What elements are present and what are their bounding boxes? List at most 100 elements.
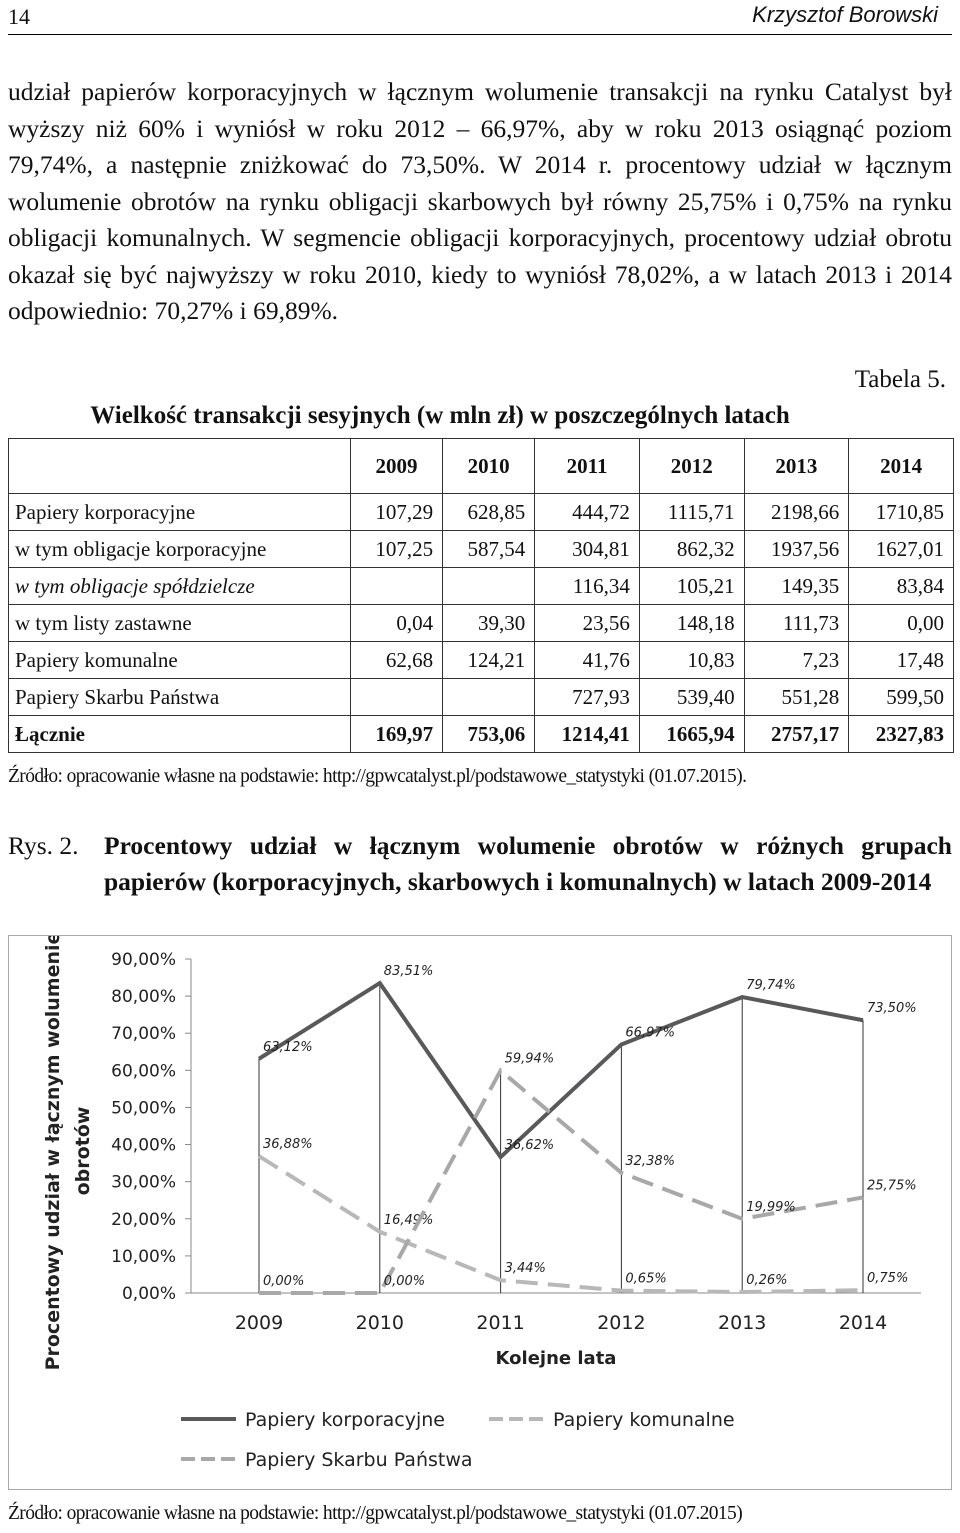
table-cell: 1710,85	[848, 493, 954, 531]
table-cell	[349, 678, 444, 716]
table-cell: 1115,71	[638, 493, 745, 531]
y-axis-title: Procentowy udział w łącznym wolumenie	[42, 935, 64, 1370]
figure-source: Źródło: opracowanie własne na podstawie:…	[8, 1503, 743, 1524]
y-axis-title: obrotów	[72, 1107, 94, 1196]
author: Krzysztof Borowski	[752, 2, 938, 27]
header-cell: 2014	[848, 438, 954, 494]
table-cell: 444,72	[534, 493, 640, 531]
table-cell: 539,40	[638, 678, 745, 716]
row-label: Papiery komunalne	[8, 641, 351, 679]
y-tick-label: 10,00%	[111, 1247, 176, 1267]
legend-label: Papiery Skarbu Państwa	[245, 1449, 473, 1471]
y-tick-label: 70,00%	[111, 1024, 176, 1044]
series-line	[257, 1154, 864, 1295]
table-cell: 124,21	[442, 641, 536, 679]
table-cell	[442, 567, 536, 605]
data-label: 83,51%	[384, 964, 434, 979]
table-cell: 304,81	[534, 530, 640, 568]
table-cell: 599,50	[848, 678, 954, 716]
page-number: 14	[8, 4, 30, 29]
figure-title: Procentowy udział w łącznym wolumenie ob…	[104, 831, 952, 896]
header-cell: 2009	[349, 438, 444, 494]
table-row: w tym obligacje spółdzielcze 116,34 105,21…	[8, 567, 954, 605]
y-tick-label: 30,00%	[111, 1173, 176, 1193]
table-row: Papiery Skarbu Państwa 727,93 539,40 551,28…	[8, 678, 954, 716]
table-label: Tabela 5.	[854, 366, 946, 393]
table-cell: 107,25	[349, 530, 444, 568]
data-label: 73,50%	[867, 1001, 917, 1016]
chart: 0,00% 10,00% 20,00% 30,00% 40,00% 50,00% 60,00…	[8, 935, 952, 1490]
table-cell: 23,56	[534, 604, 640, 642]
data-label: 36,88%	[263, 1137, 313, 1152]
table: 2009 2010 2011 2012 2013 2014 Papiery korporac…	[8, 438, 954, 753]
table-cell: 62,68	[349, 641, 444, 679]
x-tick-label: 2011	[476, 1312, 524, 1334]
row-label: Łącznie	[8, 715, 351, 753]
table-cell: 0,00	[848, 604, 954, 642]
table-row: w tym obligacje korporacyjne 107,25 587,54…	[8, 530, 954, 568]
table-cell: 39,30	[442, 604, 536, 642]
table-cell: 753,06	[442, 715, 536, 753]
x-tick-label: 2012	[597, 1312, 645, 1334]
data-label: 25,75%	[867, 1178, 917, 1193]
table-cell	[349, 567, 444, 605]
data-label: 19,99%	[746, 1200, 796, 1215]
data-label: 0,00%	[384, 1274, 425, 1289]
page-header: 14 Krzysztof Borowski	[8, 0, 952, 35]
table-cell: 41,76	[534, 641, 640, 679]
table-row: Łącznie 169,97 753,06 1214,41 1665,94 2757,17…	[8, 715, 954, 753]
figure-caption: Rys. 2. Procentowy udział w łącznym wolu…	[8, 828, 952, 900]
x-axis-title: Kolejne lata	[496, 1348, 617, 1369]
data-label: 59,94%	[505, 1052, 555, 1067]
table-cell: 7,23	[743, 641, 850, 679]
table-cell	[442, 678, 536, 716]
table-cell: 1627,01	[848, 530, 954, 568]
table-cell: 148,18	[638, 604, 745, 642]
data-label: 36,62%	[505, 1138, 555, 1153]
row-label: w tym obligacje spółdzielcze	[8, 567, 351, 605]
header-row: 2009 2010 2011 2012 2013 2014	[8, 438, 954, 494]
row-label: Papiery korporacyjne	[8, 493, 351, 531]
header-cell: 2012	[638, 438, 745, 494]
data-label: 79,74%	[746, 978, 796, 993]
table-cell: 628,85	[442, 493, 536, 531]
table-cell: 2757,17	[743, 715, 850, 753]
series-line	[257, 980, 864, 1161]
x-tick-label: 2009	[235, 1312, 283, 1334]
x-tick-label: 2010	[356, 1312, 404, 1334]
data-label: 16,49%	[384, 1213, 434, 1228]
data-label: 0,26%	[746, 1273, 787, 1288]
table-cell: 149,35	[743, 567, 850, 605]
table-cell: 2198,66	[743, 493, 850, 531]
table-source: Źródło: opracowanie własne na podstawie:…	[8, 766, 747, 787]
table-row: Papiery korporacyjne 107,29 628,85 444,72 11…	[8, 493, 954, 531]
data-label: 32,38%	[625, 1154, 675, 1169]
y-tick-label: 80,00%	[111, 987, 176, 1007]
table-cell: 169,97	[349, 715, 444, 753]
data-label: 0,75%	[867, 1271, 908, 1286]
table-cell: 107,29	[349, 493, 444, 531]
data-label: 0,65%	[625, 1272, 666, 1287]
table-row: Papiery komunalne 62,68 124,21 41,76 10,83 7,…	[8, 641, 954, 679]
row-label: Papiery Skarbu Państwa	[8, 678, 351, 716]
table-cell: 1937,56	[743, 530, 850, 568]
table-cell: 105,21	[638, 567, 745, 605]
figure-label: Rys. 2.	[8, 831, 79, 860]
table-cell: 111,73	[743, 604, 850, 642]
table-cell: 587,54	[442, 530, 536, 568]
table-cell: 116,34	[534, 567, 640, 605]
row-label: w tym obligacje korporacyjne	[8, 530, 351, 568]
header-cell: 2010	[442, 438, 536, 494]
table-cell: 727,93	[534, 678, 640, 716]
y-tick-label: 40,00%	[111, 1136, 176, 1156]
y-tick-label: 60,00%	[111, 1061, 176, 1081]
y-tick-label: 20,00%	[111, 1210, 176, 1230]
y-tick-label: 0,00%	[122, 1284, 176, 1304]
table-cell: 0,04	[349, 604, 444, 642]
header-cell: 2011	[534, 438, 640, 494]
table-cell: 83,84	[848, 567, 954, 605]
data-label: 3,44%	[505, 1261, 546, 1276]
header-cell	[8, 438, 351, 494]
table-title: Wielkość transakcji sesyjnych (w mln zł)…	[90, 402, 790, 429]
